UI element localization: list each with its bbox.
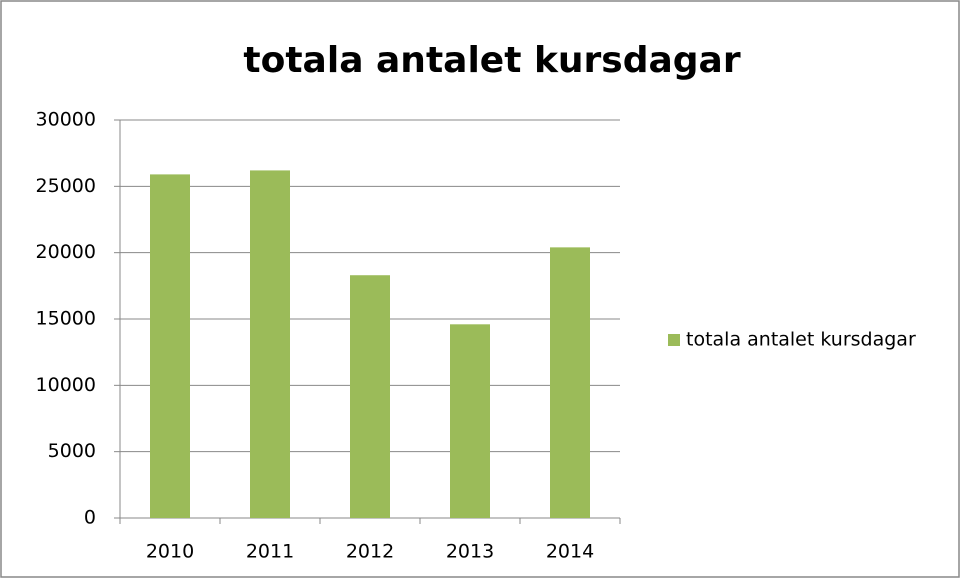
y-tick-label: 5000 <box>48 440 96 462</box>
bar <box>150 174 190 519</box>
bar <box>550 247 590 519</box>
bar <box>450 324 490 518</box>
y-tick-label: 15000 <box>36 308 96 330</box>
y-tick-label: 25000 <box>36 175 96 197</box>
legend-swatch <box>668 334 680 346</box>
bar <box>350 275 390 518</box>
y-tick-label: 20000 <box>36 241 96 263</box>
x-tick-label: 2011 <box>246 541 294 563</box>
x-tick-label: 2012 <box>346 541 394 563</box>
y-tick-label: 10000 <box>36 374 96 396</box>
x-tick-label: 2014 <box>546 541 594 563</box>
legend-label: totala antalet kursdagar <box>686 329 916 351</box>
y-tick-label: 30000 <box>36 109 96 131</box>
y-tick-label: 0 <box>84 507 96 529</box>
bar <box>250 170 290 518</box>
x-tick-label: 2013 <box>446 541 494 563</box>
x-tick-label: 2010 <box>146 541 194 563</box>
chart-title: totala antalet kursdagar <box>243 40 740 81</box>
